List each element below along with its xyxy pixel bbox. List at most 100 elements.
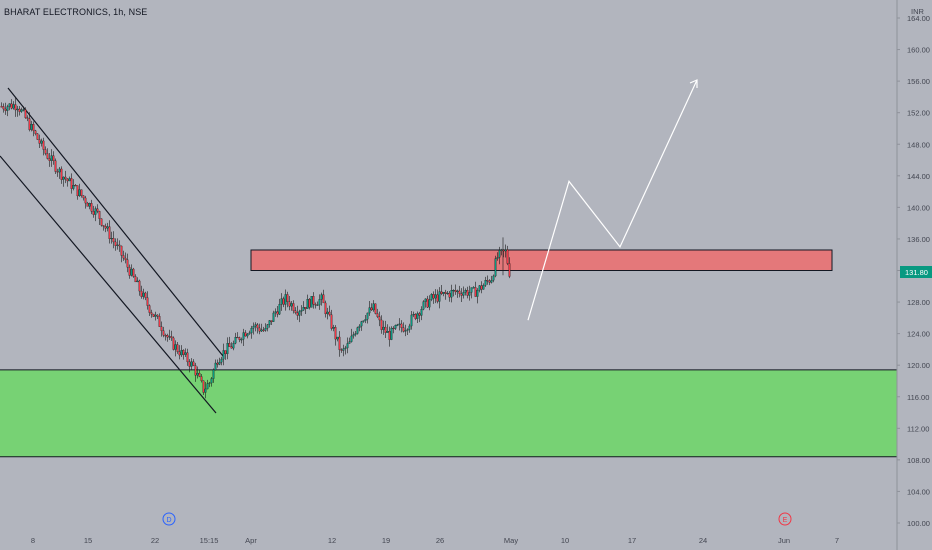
candle-body [230,346,233,349]
candle-body [496,257,499,259]
candle-body [30,124,33,130]
price-badge: 131.80 [900,266,932,278]
candle-body [466,290,469,296]
y-tick-label: 100.00 [907,519,930,528]
candle-body [24,109,27,118]
candle-body [194,365,197,376]
chart-title: BHARAT ELECTRONICS, 1h, NSE [4,7,148,17]
candle-body [80,189,83,196]
candle-body [104,226,107,229]
candle-body [396,324,399,326]
candle-body [134,276,137,283]
candle-body [434,294,437,299]
candle-body [98,211,101,219]
candle-body [188,361,191,367]
candle-body [476,290,479,297]
dividend-marker-d[interactable]: D [162,512,176,526]
candle-body [468,292,471,296]
candle-body [444,292,447,294]
candle-body [356,327,359,334]
candle-body [440,291,443,294]
candle-body [324,302,327,315]
candle-body [298,311,301,316]
candle-body [322,294,325,304]
candle-body [498,250,501,258]
candle-body [402,327,405,332]
candle-body [240,339,243,341]
candle-body [282,298,285,305]
candle-body [168,336,171,338]
candle-body [506,249,509,264]
candle-body [124,257,127,260]
candle-body [338,336,341,350]
candle-body [342,348,345,351]
demand-zone [0,369,897,457]
candle-body [462,292,465,296]
candle-body [330,314,333,329]
candle-body [138,280,141,292]
candle-body [186,352,189,363]
x-tick-label: 19 [382,536,390,545]
candle-body [424,298,427,302]
earnings-marker-e[interactable]: E [778,512,792,526]
candle-body [326,311,329,315]
x-tick-label: 12 [328,536,336,545]
candle-body [48,158,51,161]
candle-body [418,313,421,316]
candle-body [86,202,89,207]
candle-body [422,301,425,310]
candle-body [450,290,453,298]
candle-body [66,178,69,182]
candle-body [22,109,25,111]
candle-body [278,304,281,315]
y-tick-label: 156.00 [907,77,930,86]
y-tick-label: 116.00 [907,393,929,402]
candle-body [332,327,335,329]
candle-body [366,312,369,320]
x-tick-label: 24 [699,536,707,545]
candle-body [284,294,287,305]
candle-body [178,351,181,356]
candle-body [500,249,503,251]
candle-body [228,343,231,347]
candle-body [8,103,11,107]
candle-body [72,185,75,189]
candle-body [156,314,159,317]
x-tick-label: Apr [245,536,257,545]
candle-body [210,378,213,384]
candle-body [250,327,253,334]
candle-body [164,335,167,337]
candle-body [226,343,229,355]
supply-zone [250,249,833,271]
candle-body [334,327,337,340]
candle-body [44,149,47,154]
candle-body [214,362,217,371]
candle-body [2,106,5,110]
candle-body [246,333,249,337]
candle-body [428,299,431,308]
candle-body [42,140,45,150]
candle-body [448,292,451,298]
candle-body [162,330,165,336]
candle-body [288,301,291,307]
candle-body [160,326,163,331]
x-tick-label: 7 [835,536,839,545]
candle-body [390,327,393,340]
candle-body [392,327,395,330]
candle-body [412,313,415,316]
candle-body [394,325,397,329]
svg-text:E: E [783,517,788,524]
y-tick-label: 160.00 [907,46,930,55]
candle-body [74,185,77,187]
candle-body [92,211,95,215]
candle-body [386,331,389,333]
candle-body [16,108,19,111]
candle-body [380,319,383,330]
candle-body [206,383,209,390]
candle-body [122,255,125,259]
candle-body [56,171,59,173]
candle-body [414,313,417,319]
candle-body [38,139,41,144]
candle-body [286,294,289,302]
candle-body [118,244,121,247]
